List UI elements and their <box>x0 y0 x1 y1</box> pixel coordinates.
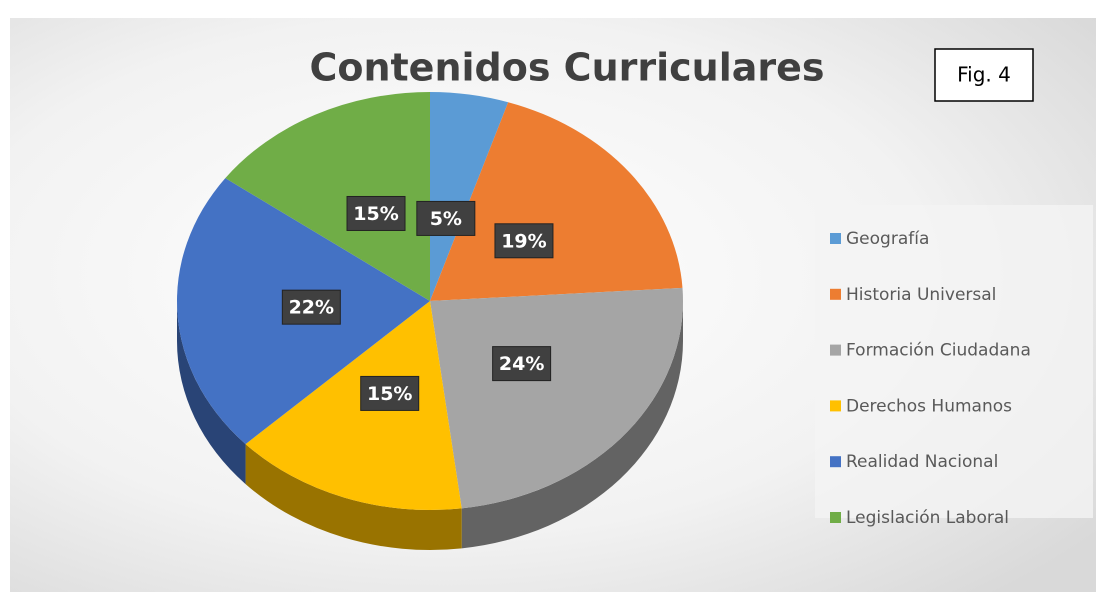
legend-swatch <box>830 512 841 523</box>
slice-side <box>177 301 246 485</box>
legend-label: Realidad Nacional <box>846 452 998 472</box>
data-label-box <box>492 346 552 382</box>
legend-label: Legislación Laboral <box>846 508 1009 528</box>
slice <box>430 102 683 301</box>
legend-swatch <box>830 344 841 356</box>
data-label-box <box>346 195 406 231</box>
legend-label: Formación Ciudadana <box>846 341 1031 361</box>
pie <box>177 92 683 550</box>
legend-box <box>815 205 1093 518</box>
data-label: 24% <box>499 353 544 375</box>
legend-swatch <box>830 288 841 300</box>
slice <box>430 287 683 509</box>
annotation-box <box>934 48 1034 102</box>
chart-title: Contenidos Curriculares <box>309 46 824 90</box>
data-label-box <box>416 200 476 236</box>
slice <box>225 92 430 301</box>
legend-swatch <box>830 400 841 412</box>
legend-label: Geografía <box>846 229 929 249</box>
data-label: 15% <box>353 203 398 225</box>
annotation: Fig. 4 <box>957 63 1011 87</box>
legend-label: Derechos Humanos <box>846 396 1012 416</box>
data-label: 22% <box>289 297 334 319</box>
data-label-box <box>360 375 420 411</box>
labels: 5% 19% 24% 15% 22% 15% <box>281 195 554 411</box>
slice-side <box>461 301 683 549</box>
legend-swatch <box>830 233 841 244</box>
slice <box>245 301 462 511</box>
data-label-box <box>494 223 554 259</box>
legend-swatch <box>830 456 841 468</box>
legend: Geografía Historia Universal Formación Ciu… <box>830 229 1031 528</box>
data-label: 19% <box>501 230 546 252</box>
data-label-box <box>281 289 341 325</box>
data-label: 15% <box>367 383 412 405</box>
legend-label: Historia Universal <box>846 285 996 305</box>
slice-side <box>245 444 462 550</box>
data-label: 5% <box>430 208 462 230</box>
slice <box>430 92 509 301</box>
